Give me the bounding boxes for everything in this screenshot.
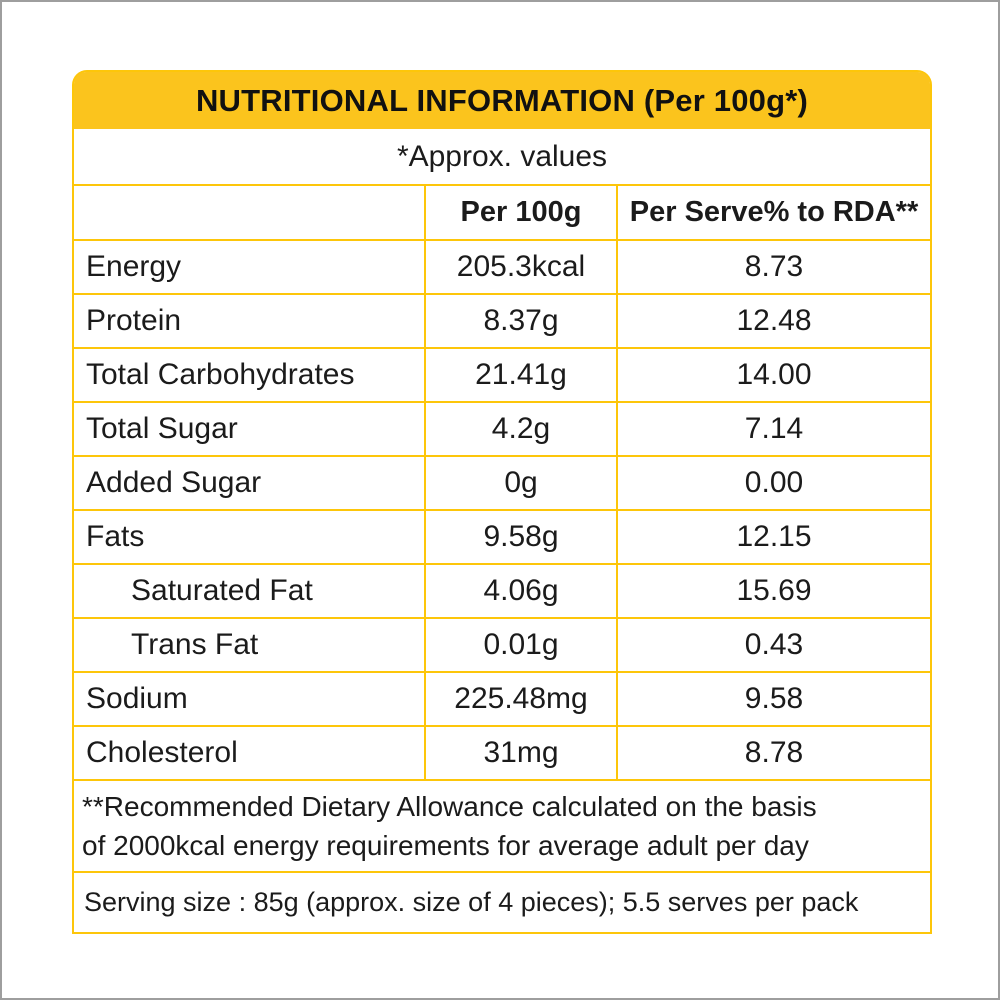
table-row: Trans Fat 0.01g 0.43 xyxy=(74,617,930,671)
per-serve-value: 0.00 xyxy=(616,457,930,509)
per-100g-value: 205.3kcal xyxy=(424,241,616,293)
per-100g-value: 21.41g xyxy=(424,349,616,401)
serving-size-note: Serving size : 85g (approx. size of 4 pi… xyxy=(74,871,930,932)
per-100g-value: 225.48mg xyxy=(424,673,616,725)
rda-footnote: **Recommended Dietary Allowance calculat… xyxy=(74,779,930,871)
per-serve-value: 9.58 xyxy=(616,673,930,725)
nutrient-label: Cholesterol xyxy=(86,736,238,769)
per-serve-value: 8.78 xyxy=(616,727,930,779)
table-row: Added Sugar 0g 0.00 xyxy=(74,455,930,509)
nutrient-label: Trans Fat xyxy=(131,628,259,661)
per-100g-value: 4.06g xyxy=(424,565,616,617)
per-100g-value: 0.01g xyxy=(424,619,616,671)
table-title: NUTRITIONAL INFORMATION (Per 100g*) xyxy=(74,72,930,129)
nutrient-label: Energy xyxy=(86,250,182,283)
per-100g-value: 4.2g xyxy=(424,403,616,455)
column-header-per-100g: Per 100g xyxy=(424,186,616,239)
nutrition-table: NUTRITIONAL INFORMATION (Per 100g*) *App… xyxy=(72,70,932,934)
nutrient-label: Total Sugar xyxy=(86,412,238,445)
table-row: Total Sugar 4.2g 7.14 xyxy=(74,401,930,455)
nutrient-label: Fats xyxy=(86,520,145,553)
per-100g-value: 9.58g xyxy=(424,511,616,563)
per-100g-value: 0g xyxy=(424,457,616,509)
per-serve-value: 8.73 xyxy=(616,241,930,293)
table-row: Saturated Fat 4.06g 15.69 xyxy=(74,563,930,617)
table-row: Energy 205.3kcal 8.73 xyxy=(74,239,930,293)
table-row: Protein 8.37g 12.48 xyxy=(74,293,930,347)
nutrient-label: Saturated Fat xyxy=(131,574,313,607)
table-row: Total Carbohydrates 21.41g 14.00 xyxy=(74,347,930,401)
per-serve-value: 12.48 xyxy=(616,295,930,347)
nutrient-label: Added Sugar xyxy=(86,466,262,499)
column-header-per-serve: Per Serve% to RDA** xyxy=(616,186,930,239)
column-header-row: Per 100g Per Serve% to RDA** xyxy=(74,184,930,239)
per-100g-value: 8.37g xyxy=(424,295,616,347)
per-serve-value: 12.15 xyxy=(616,511,930,563)
per-serve-value: 15.69 xyxy=(616,565,930,617)
nutrient-rows: Energy 205.3kcal 8.73 Protein 8.37g 12.48 Tota… xyxy=(74,239,930,779)
table-row: Sodium 225.48mg 9.58 xyxy=(74,671,930,725)
per-serve-value: 0.43 xyxy=(616,619,930,671)
column-header-nutrient xyxy=(74,186,424,239)
per-100g-value: 31mg xyxy=(424,727,616,779)
per-serve-value: 7.14 xyxy=(616,403,930,455)
approx-values-note: *Approx. values xyxy=(396,139,608,173)
per-serve-value: 14.00 xyxy=(616,349,930,401)
table-row: Cholesterol 31mg 8.78 xyxy=(74,725,930,779)
nutrient-label: Sodium xyxy=(86,682,188,715)
nutrient-label: Protein xyxy=(86,304,182,337)
nutrient-label: Total Carbohydrates xyxy=(86,358,355,391)
table-row: Fats 9.58g 12.15 xyxy=(74,509,930,563)
